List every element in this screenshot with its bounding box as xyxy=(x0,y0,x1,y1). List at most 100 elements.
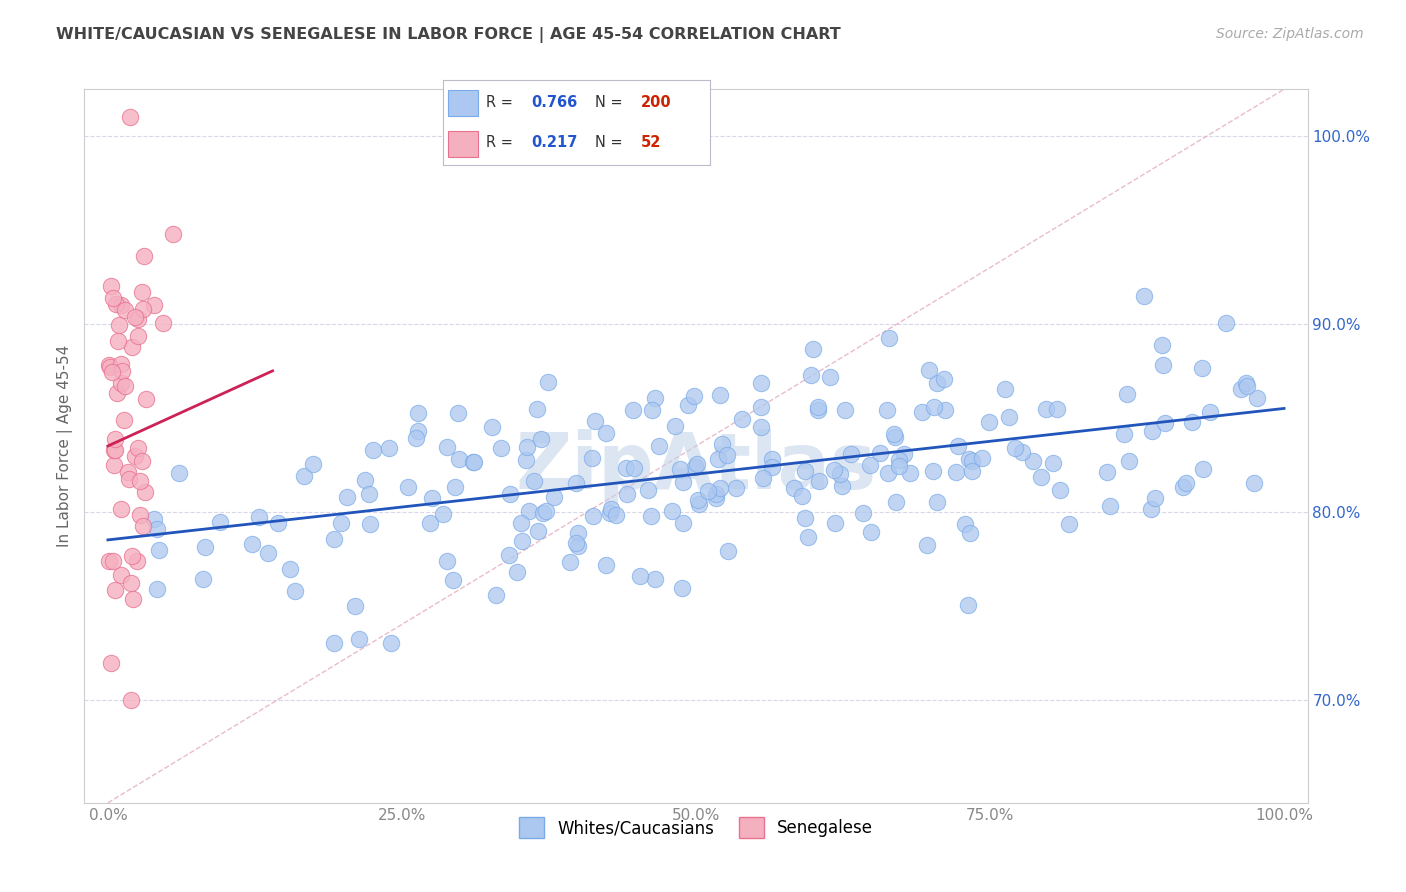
Point xyxy=(761,452,783,467)
Point xyxy=(839,447,862,461)
Point xyxy=(103,458,125,472)
Point xyxy=(1118,454,1140,468)
Point xyxy=(807,474,830,488)
Point xyxy=(749,420,772,434)
Point xyxy=(671,581,693,595)
Point xyxy=(793,511,815,525)
Point xyxy=(946,439,969,453)
Point xyxy=(790,489,813,503)
Point xyxy=(98,554,121,568)
Point xyxy=(105,297,128,311)
Point xyxy=(111,363,134,377)
Text: R =: R = xyxy=(485,136,517,151)
Point xyxy=(876,403,898,417)
Point xyxy=(323,636,346,650)
Point xyxy=(543,491,565,505)
Point xyxy=(208,516,231,530)
Point xyxy=(152,316,174,330)
Point xyxy=(1115,387,1137,401)
Point xyxy=(682,389,704,403)
Point xyxy=(957,451,980,466)
Point xyxy=(972,451,994,466)
Point xyxy=(1150,338,1173,352)
Point xyxy=(127,442,149,456)
Point xyxy=(955,516,977,531)
Point xyxy=(664,418,686,433)
Point xyxy=(122,592,145,607)
Point xyxy=(565,476,588,491)
Point xyxy=(669,462,692,476)
Text: N =: N = xyxy=(595,95,627,110)
Point xyxy=(709,387,731,401)
Point xyxy=(1114,426,1136,441)
Point xyxy=(121,549,143,563)
Point xyxy=(132,518,155,533)
Point xyxy=(101,365,124,379)
Point xyxy=(127,312,149,326)
Point xyxy=(887,452,910,467)
Point xyxy=(879,330,901,344)
Point xyxy=(797,530,820,544)
Bar xyxy=(449,131,478,157)
Text: ZipAtlas: ZipAtlas xyxy=(516,429,876,506)
Point xyxy=(683,459,706,474)
Point xyxy=(1246,391,1268,405)
Point xyxy=(1049,483,1071,497)
Point xyxy=(616,486,638,500)
Point xyxy=(824,516,846,530)
Point xyxy=(118,472,141,486)
Point xyxy=(644,391,666,405)
Point xyxy=(724,481,747,495)
Point xyxy=(104,443,127,458)
Point xyxy=(859,524,882,539)
Point xyxy=(131,454,153,468)
Point xyxy=(1191,361,1213,376)
Point xyxy=(686,492,709,507)
Point xyxy=(105,386,128,401)
Point xyxy=(134,249,156,263)
Y-axis label: In Labor Force | Age 45-54: In Labor Force | Age 45-54 xyxy=(58,345,73,547)
Point xyxy=(823,463,845,477)
Point xyxy=(420,491,443,505)
Point xyxy=(1236,379,1258,393)
Point xyxy=(1140,424,1163,438)
Point xyxy=(436,440,458,454)
Point xyxy=(605,508,627,522)
Point xyxy=(595,558,617,572)
Point xyxy=(396,480,419,494)
Point xyxy=(918,363,941,377)
Text: WHITE/CAUCASIAN VS SENEGALESE IN LABOR FORCE | AGE 45-54 CORRELATION CHART: WHITE/CAUCASIAN VS SENEGALESE IN LABOR F… xyxy=(56,27,841,43)
Point xyxy=(1011,445,1033,459)
Point xyxy=(831,479,853,493)
Point xyxy=(1230,382,1253,396)
Point xyxy=(925,376,948,390)
Text: 0.766: 0.766 xyxy=(531,95,578,110)
Point xyxy=(915,538,938,552)
Point xyxy=(361,443,384,458)
Point xyxy=(1154,416,1177,430)
Point xyxy=(128,508,150,523)
Text: 200: 200 xyxy=(641,95,671,110)
Point xyxy=(267,516,290,530)
Point xyxy=(98,360,121,375)
Point xyxy=(406,407,429,421)
Point xyxy=(120,692,142,706)
Legend: Whites/Caucasians, Senegalese: Whites/Caucasians, Senegalese xyxy=(512,811,880,845)
Point xyxy=(257,546,280,560)
Point xyxy=(922,400,945,414)
Point xyxy=(481,419,503,434)
Point xyxy=(911,405,934,419)
Point xyxy=(731,411,754,425)
Point xyxy=(406,424,429,438)
Point xyxy=(405,431,427,445)
Point xyxy=(449,452,471,467)
Point xyxy=(752,471,775,485)
Point xyxy=(509,516,531,531)
Point xyxy=(131,285,153,299)
Point xyxy=(883,427,905,442)
Point xyxy=(567,526,589,541)
Point xyxy=(893,446,915,460)
Point xyxy=(419,516,441,531)
Point xyxy=(129,475,152,489)
Point xyxy=(628,568,651,582)
